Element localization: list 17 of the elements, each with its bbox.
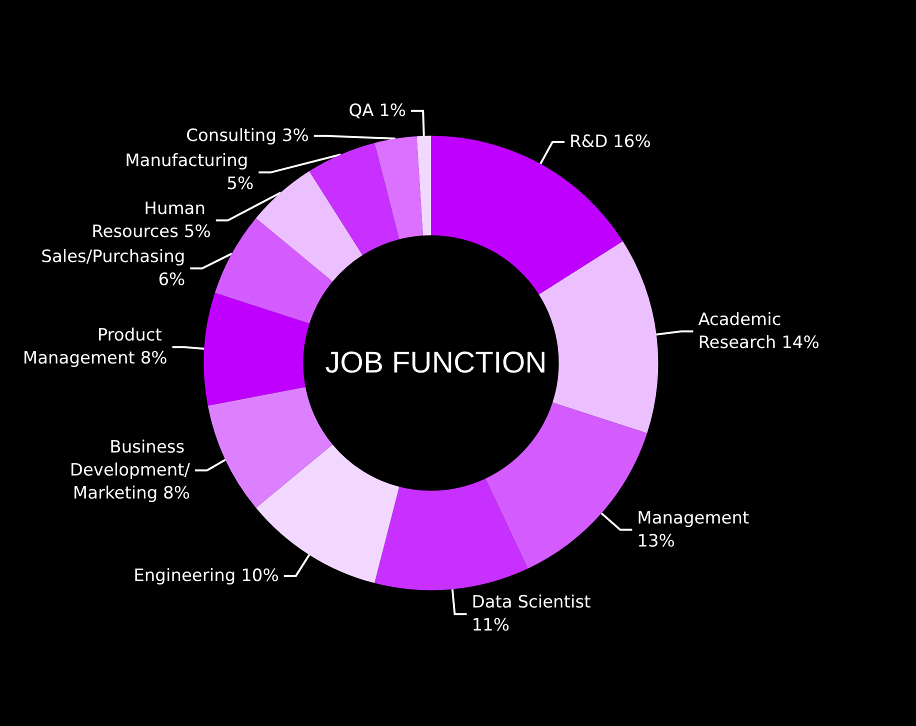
- slice-label: Consulting 3%: [186, 126, 309, 146]
- slice-label: Academic Research 14%: [698, 310, 820, 353]
- data-label: 5%: [226, 174, 254, 194]
- slice-label: Data Scientist: [472, 592, 596, 613]
- slice-label: R&D 16%: [570, 132, 651, 152]
- slice-label: Sales/Purchasing: [41, 246, 186, 267]
- slice-label: Management: [637, 508, 755, 528]
- slice-label: QA 1%: [348, 100, 406, 121]
- text: JOB FUNCTION: [325, 346, 547, 380]
- slice-label: Human Resources 5%: [92, 198, 211, 242]
- data-label: 13%: [637, 531, 675, 552]
- slice-label: Product Management 8%: [22, 326, 168, 369]
- data-label: 11%: [472, 616, 510, 636]
- slice-label: Manufacturing: [125, 150, 254, 171]
- slice-label: Business Development/Marketing 8%: [70, 437, 190, 504]
- slice-label: Engineering 10%: [134, 566, 279, 586]
- data-label: 6%: [152, 270, 186, 290]
